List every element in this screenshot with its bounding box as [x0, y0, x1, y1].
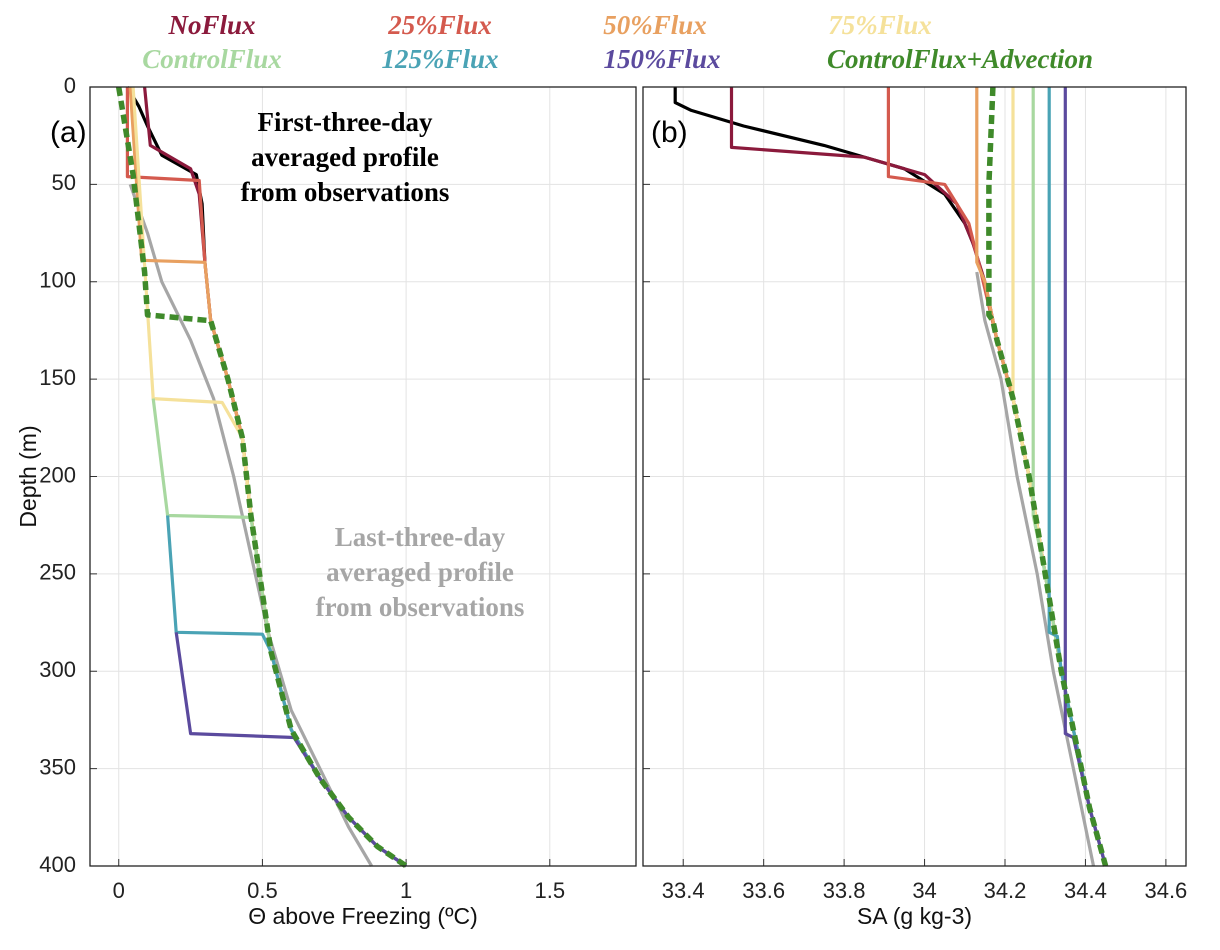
x-axis-label: SA (g kg-3) — [857, 903, 972, 929]
x-tick-label: 33.6 — [742, 878, 785, 903]
x-tick-label: 34 — [912, 878, 936, 903]
y-tick-label: 250 — [39, 560, 76, 585]
y-tick-label: 150 — [39, 365, 76, 390]
annotation: averaged profile — [251, 142, 439, 172]
x-tick-label: 34.6 — [1144, 878, 1187, 903]
x-tick-label: 34.4 — [1064, 878, 1107, 903]
x-tick-label: 1 — [400, 878, 412, 903]
axes-frame — [89, 86, 637, 867]
legend-entry: 125%Flux — [381, 44, 498, 74]
y-tick-label: 200 — [39, 462, 76, 487]
y-axis-label: Depth (m) — [15, 425, 41, 527]
profile-line — [986, 86, 1109, 867]
y-tick-label: 400 — [39, 852, 76, 877]
legend-entry: ControlFlux+Advection — [827, 44, 1093, 74]
y-tick-label: 300 — [39, 657, 76, 682]
annotation: averaged profile — [326, 557, 514, 587]
x-tick-label: 1.5 — [534, 878, 565, 903]
legend-entry: NoFlux — [167, 10, 255, 40]
x-tick-label: 0 — [113, 878, 125, 903]
profile-line — [673, 87, 979, 254]
axes-frame — [642, 86, 1187, 867]
x-axis-label: Θ above Freezing (ºC) — [248, 903, 478, 929]
x-tick-label: 33.8 — [823, 878, 866, 903]
annotation: Last-three-day — [335, 522, 506, 552]
annotation: from observations — [316, 592, 525, 622]
profile-line — [128, 183, 373, 867]
y-tick-label: 100 — [39, 268, 76, 293]
x-tick-label: 33.4 — [662, 878, 705, 903]
y-tick-label: 50 — [52, 170, 76, 195]
profile-line — [975, 271, 1096, 867]
panel-label: (b) — [651, 116, 688, 149]
x-tick-label: 34.2 — [984, 878, 1027, 903]
legend-entry: 75%Flux — [828, 10, 932, 40]
panel-label: (a) — [50, 116, 87, 149]
legend-entry: ControlFlux — [142, 44, 282, 74]
y-tick-label: 0 — [64, 73, 76, 98]
legend-entry: 50%Flux — [603, 10, 707, 40]
x-tick-label: 0.5 — [247, 878, 278, 903]
annotation: First-three-day — [258, 107, 433, 137]
legend-entry: 150%Flux — [603, 44, 720, 74]
y-tick-label: 350 — [39, 754, 76, 779]
annotation: from observations — [241, 177, 450, 207]
profile-line — [115, 86, 408, 869]
legend-entry: 25%Flux — [387, 10, 492, 40]
